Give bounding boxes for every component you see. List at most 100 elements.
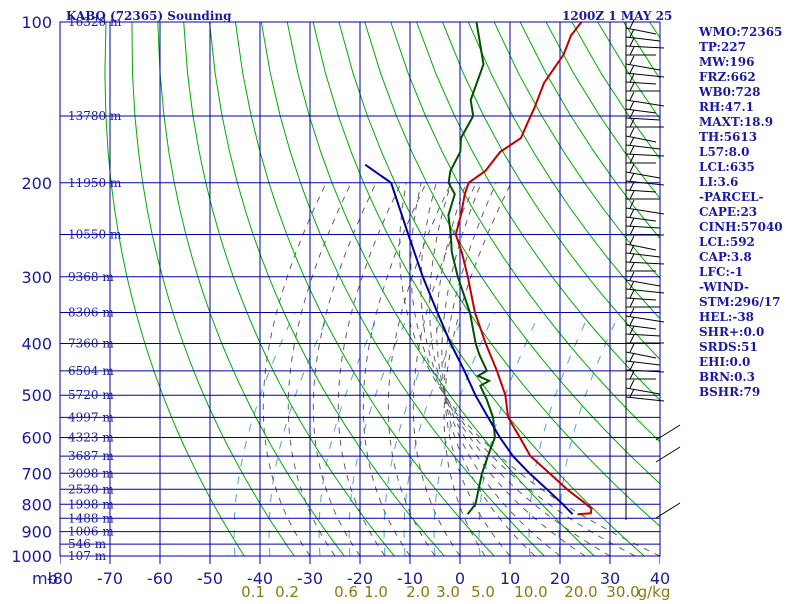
wind-barb	[626, 46, 664, 48]
mixing-ratio-label: g/kg	[638, 583, 671, 600]
wind-barb-flag	[630, 146, 634, 154]
wind-barb-flag	[630, 236, 634, 244]
wind-barb	[626, 280, 660, 286]
moist-adiabat	[363, 183, 426, 556]
wind-barb-flag	[630, 371, 634, 379]
sounding-index: LCL:592	[699, 235, 755, 249]
pressure-tick-label: 400	[21, 335, 52, 354]
isotherms	[60, 22, 660, 564]
sounding-index: TH:5613	[699, 130, 757, 144]
wind-barb-flag	[630, 344, 634, 352]
temperature-tick-label: -30	[297, 569, 323, 588]
wind-barb	[626, 262, 664, 264]
sounding-index: CAP:3.8	[699, 250, 752, 264]
wind-barb-flag	[630, 308, 634, 316]
mixing-ratio-line	[559, 313, 620, 557]
height-label: 13780 m	[68, 109, 122, 123]
height-label: 9368 m	[68, 270, 114, 284]
wind-barb-flag	[630, 83, 634, 91]
temperature-tick-label: -60	[147, 569, 173, 588]
wind-barb-flag	[630, 353, 634, 361]
sounding-index: STM:296/17	[699, 295, 780, 309]
wind-barb-flag	[630, 164, 634, 172]
sounding-index: HEL:-38	[699, 310, 754, 324]
wind-barb-flag	[630, 335, 634, 343]
sounding-index: EHI:0.0	[699, 355, 750, 369]
wind-barb	[626, 352, 656, 358]
wind-barb-flag	[630, 173, 634, 181]
sounding-traces	[365, 22, 591, 514]
wind-barb	[626, 64, 660, 70]
moist-adiabat	[444, 183, 511, 556]
sounding-index: TP:227	[699, 40, 746, 54]
sounding-index: CINH:57040	[699, 220, 783, 234]
chart-title: KABQ (72365) Sounding	[66, 9, 232, 23]
chart-time: 1200Z 1 MAY 25	[562, 9, 672, 23]
dry-adiabat	[210, 22, 445, 556]
pressure-tick-label: 700	[21, 464, 52, 483]
wind-barb	[626, 289, 664, 293]
sounding-index: -WIND-	[699, 280, 749, 294]
dry-adiabat	[132, 22, 294, 556]
wind-barb	[626, 217, 656, 221]
wind-barb-flag	[630, 272, 634, 280]
height-label: 3687 m	[68, 449, 114, 463]
dry-adiabat	[158, 22, 344, 556]
height-label: 1488 m	[68, 511, 114, 525]
moist-adiabat	[288, 183, 351, 556]
pressure-tick-label: 1000	[11, 547, 52, 566]
dry-adiabat	[494, 22, 800, 556]
sounding-index: LFC:-1	[699, 265, 743, 279]
sounding-index: SRDS:51	[699, 340, 758, 354]
sounding-index: CAPE:23	[699, 205, 757, 219]
wind-barb-flag	[630, 38, 634, 46]
wind-barb	[626, 37, 660, 41]
mixing-ratio-label: 20.0	[564, 583, 597, 600]
height-label: 11950 m	[68, 176, 122, 190]
parcel-trace	[365, 165, 572, 515]
mixing-ratio-label: 0.1	[241, 583, 265, 600]
mixing-ratio-label: 30.0	[606, 583, 639, 600]
wind-barb	[626, 334, 660, 336]
sounding-index: -PARCEL-	[699, 190, 764, 204]
wind-barb	[626, 154, 664, 156]
wind-barb-flag	[630, 47, 634, 55]
height-label: 4323 m	[68, 431, 114, 445]
pressure-tick-label: 800	[21, 495, 52, 514]
wind-barb-flag	[630, 227, 634, 235]
wind-barb	[626, 244, 656, 250]
height-label: 2530 m	[68, 482, 114, 496]
sounding-index: FRZ:662	[699, 70, 756, 84]
temperature-tick-label: -70	[97, 569, 123, 588]
wind-barb	[626, 145, 660, 149]
sounding-index: WB0:728	[698, 85, 760, 99]
wind-barb-flag	[630, 299, 634, 307]
sounding-indices: WMO:72365TP:227MW:196FRZ:662WB0:728RH:47…	[698, 25, 783, 399]
temperature-tick-label: -50	[197, 569, 223, 588]
pressure-tick-label: 100	[21, 13, 52, 32]
wind-barb-flag	[630, 191, 634, 199]
pressure-tick-label: 300	[21, 268, 52, 287]
wind-barb-flag	[630, 92, 634, 100]
wind-barb-flag	[630, 389, 634, 397]
mixing-ratio-label: 10.0	[514, 583, 547, 600]
mixing-ratio-label: 0.2	[275, 583, 299, 600]
temperature-tick-label: -80	[47, 569, 73, 588]
dry-adiabat	[546, 22, 800, 556]
height-label: 3098 m	[68, 466, 114, 480]
dry-adiabats	[105, 22, 800, 556]
wind-barb	[626, 109, 656, 113]
wind-barb-flag	[630, 362, 634, 370]
wind-barb-flag	[630, 101, 634, 109]
wind-barb-flag	[630, 290, 634, 298]
wind-barb	[626, 253, 660, 257]
height-label: 7360 m	[68, 337, 114, 351]
pressure-tick-label: 600	[21, 429, 52, 448]
wind-barb-flag	[630, 137, 634, 145]
pressure-tick-label: 500	[21, 386, 52, 405]
height-label: 10550 m	[68, 227, 122, 241]
moist-adiabat	[442, 183, 535, 556]
wind-barb-flag	[630, 380, 634, 388]
